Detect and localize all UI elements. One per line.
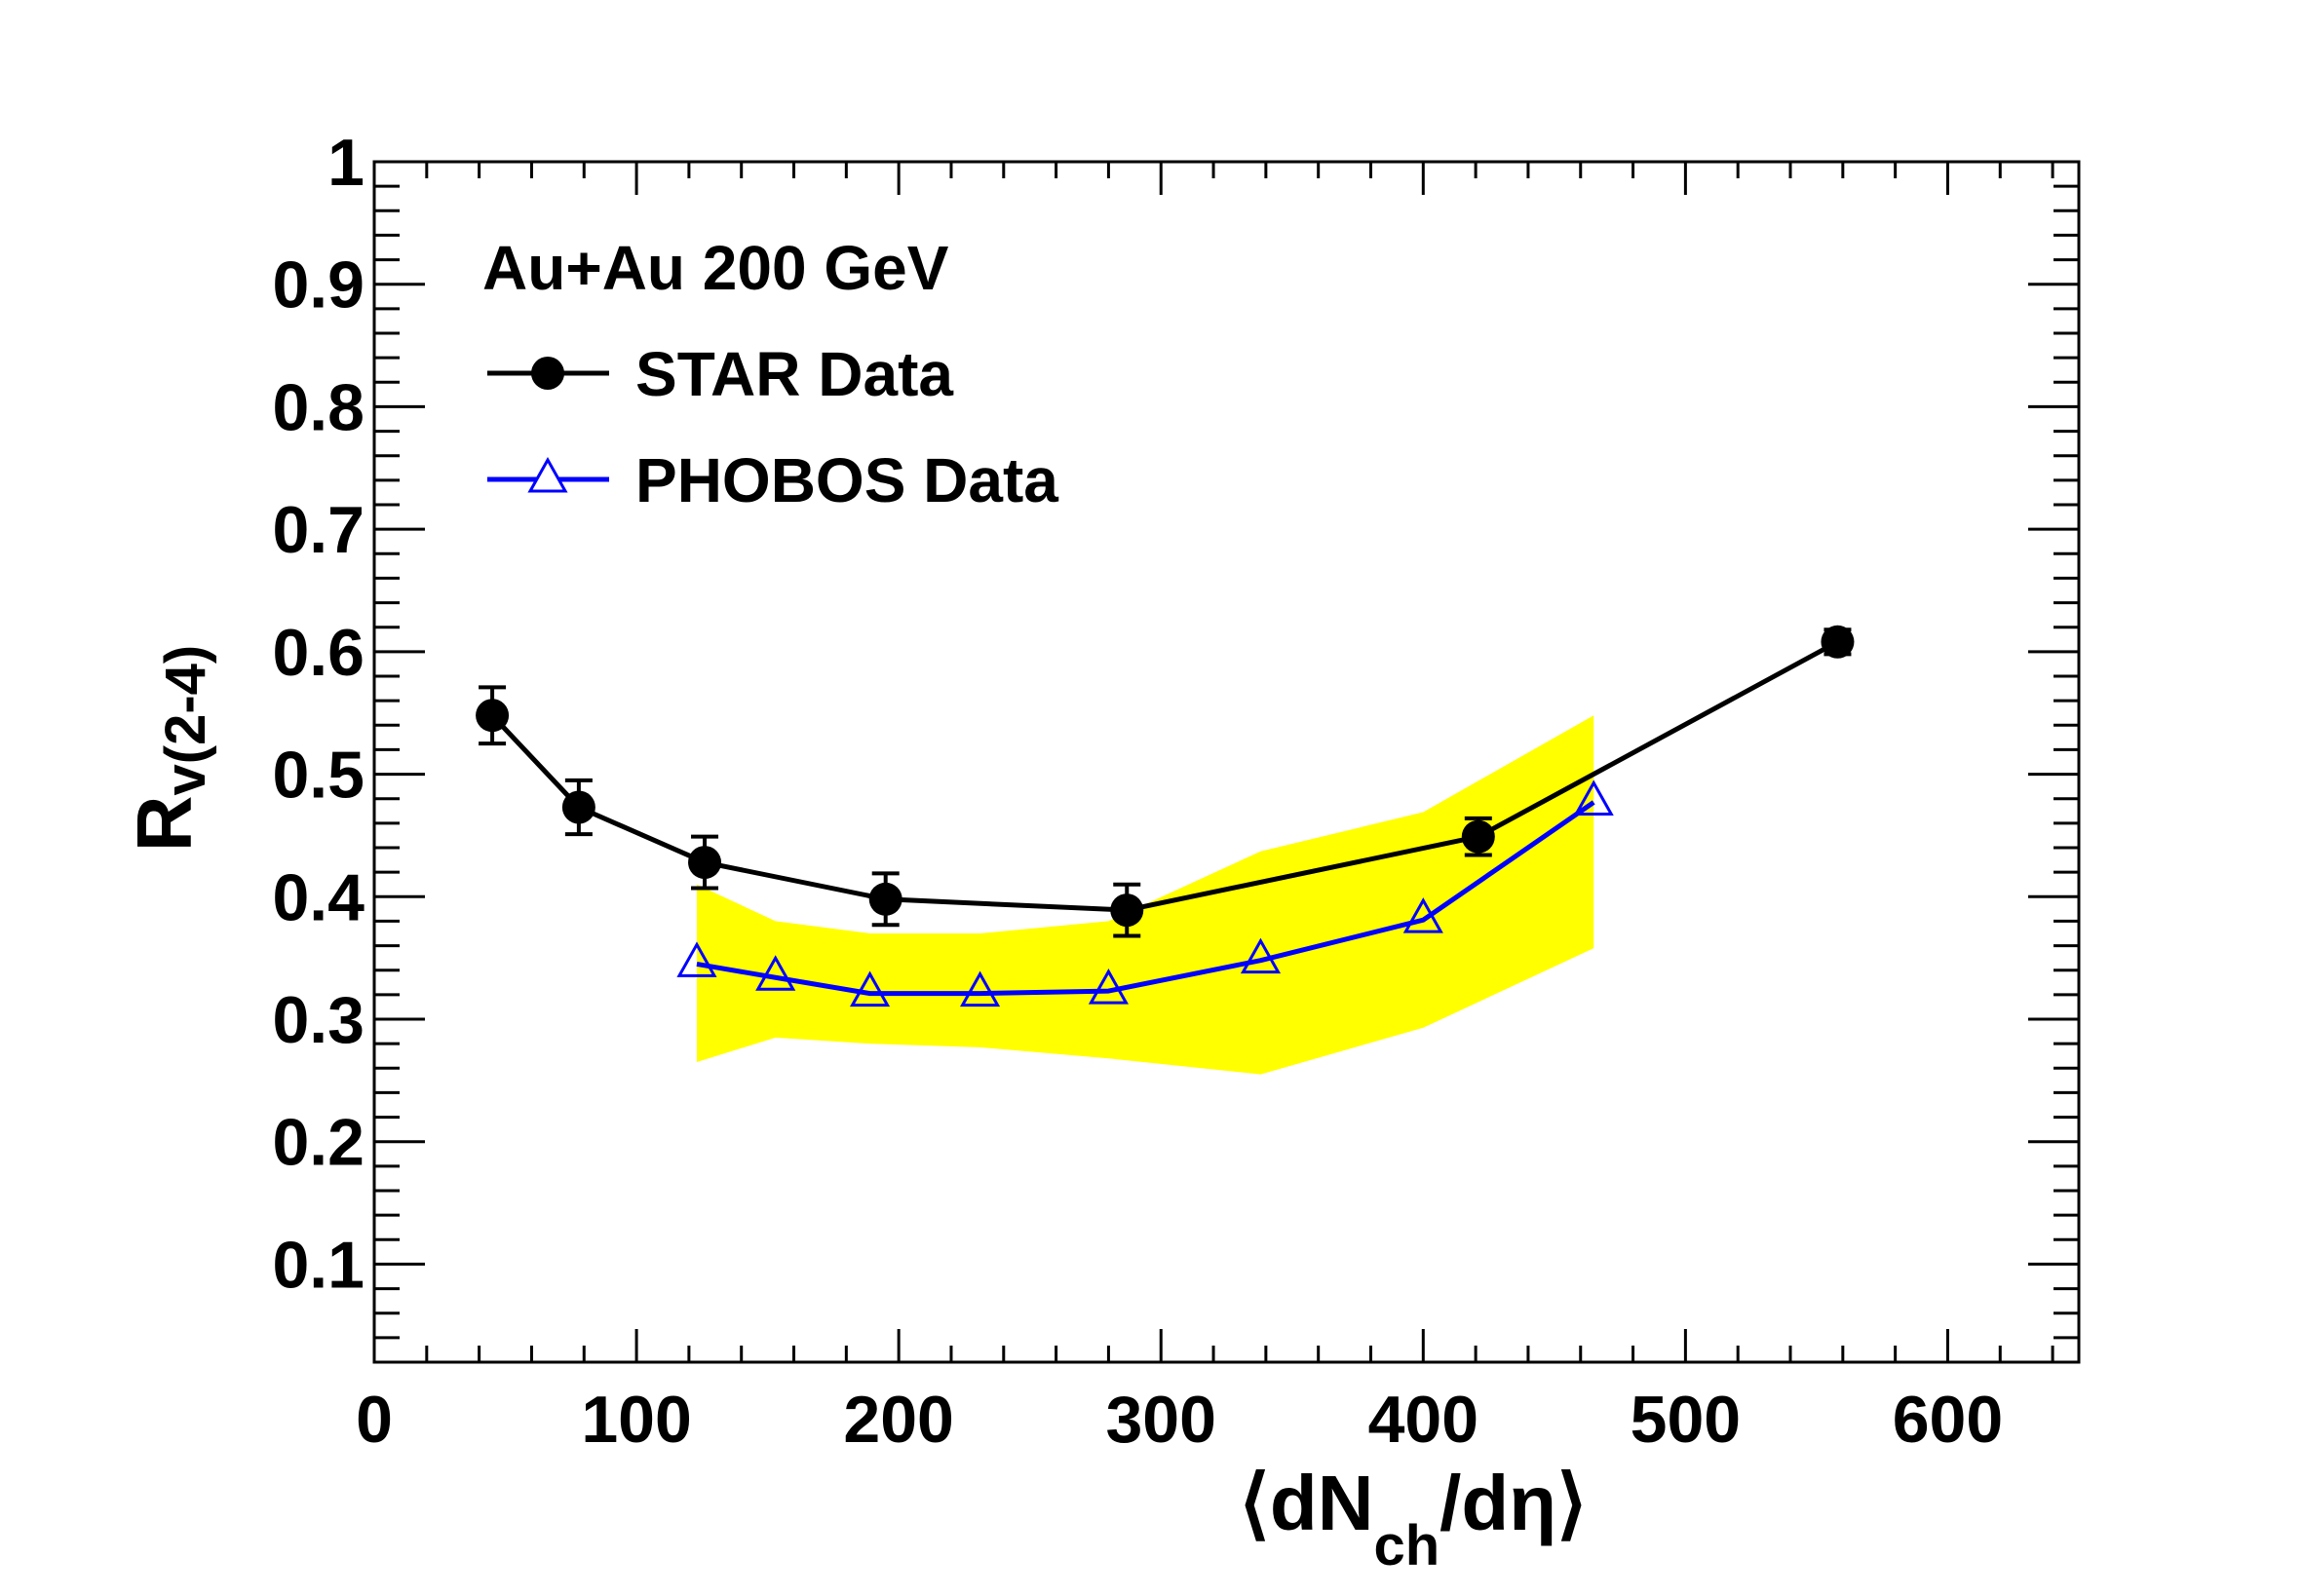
y-tick-label: 0.5 — [272, 739, 365, 813]
x-axis-title-rest: /dη — [1439, 1460, 1556, 1546]
y-tick-label: 0.1 — [272, 1228, 365, 1302]
x-tick-label: 400 — [1368, 1383, 1478, 1457]
data-point — [1088, 969, 1129, 1005]
data-point — [868, 882, 902, 916]
x-axis-title-main: dN — [1270, 1460, 1374, 1546]
data-point — [960, 970, 1001, 1007]
x-axis-title: ⟨dNch/dη⟩ — [1240, 1460, 1588, 1577]
x-axis-title-close: ⟩ — [1556, 1460, 1587, 1546]
legend-marker — [531, 357, 564, 390]
series-layer — [476, 625, 1855, 1007]
y-tick-label: 0.2 — [272, 1106, 365, 1180]
tick-labels: 0 100 200 300 400 500 600 0.1 0.2 0.3 0.4 0.5 0.6 0.7… — [272, 126, 2003, 1457]
data-point — [849, 970, 891, 1007]
data-point — [1461, 819, 1495, 854]
data-point — [1573, 779, 1614, 816]
axis-ticks — [372, 162, 2079, 1364]
y-tick-label: 0.7 — [272, 493, 365, 567]
y-axis-title: Rv(2-4) — [121, 645, 217, 853]
x-axis-title-open: ⟨ — [1240, 1460, 1270, 1546]
legend-label: PHOBOS Data — [635, 445, 1058, 515]
y-tick-label: 0.4 — [272, 860, 365, 934]
legend-label: STAR Data — [635, 339, 953, 409]
uncertainty-band — [696, 715, 1594, 1075]
data-point — [1110, 893, 1144, 928]
x-tick-label: 200 — [843, 1383, 953, 1457]
y-tick-label: 0.6 — [272, 616, 365, 690]
y-axis-title-main: R — [121, 795, 208, 852]
legend: STAR Data PHOBOS Data — [487, 339, 1058, 515]
x-tick-label: 600 — [1893, 1383, 2003, 1457]
y-tick-label: 0.8 — [272, 370, 365, 444]
data-point — [1402, 897, 1443, 933]
legend-marker — [527, 456, 568, 493]
annotation-text: Au+Au 200 GeV — [482, 233, 949, 303]
y-tick-label: 0.9 — [272, 248, 365, 323]
data-point — [561, 790, 595, 824]
data-point — [1240, 937, 1282, 974]
y-tick-label: 1 — [327, 126, 365, 200]
x-axis-title-sub: ch — [1373, 1514, 1439, 1577]
series-line — [696, 800, 1595, 997]
x-tick-label: 100 — [581, 1383, 691, 1457]
data-point — [476, 699, 510, 733]
data-point — [1821, 625, 1855, 659]
y-tick-label: 0.3 — [272, 983, 365, 1057]
uncertainty-band-layer — [696, 715, 1594, 1075]
x-tick-label: 300 — [1105, 1383, 1215, 1457]
x-tick-label: 500 — [1631, 1383, 1741, 1457]
x-tick-label: 0 — [356, 1383, 393, 1457]
plot-frame — [372, 160, 2081, 1364]
data-point — [755, 955, 796, 991]
data-point — [676, 941, 717, 977]
y-axis-title-sub: v(2-4) — [154, 645, 217, 796]
data-point — [688, 846, 722, 880]
